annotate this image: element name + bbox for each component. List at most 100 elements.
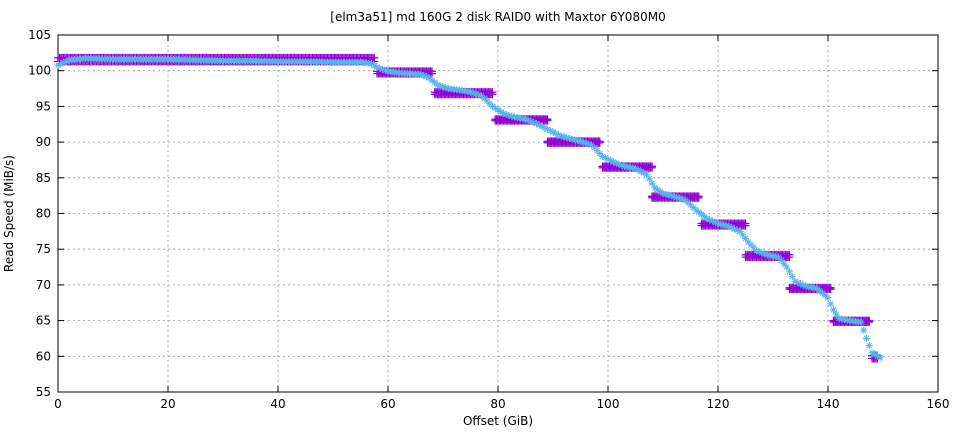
star-marker [513,114,521,122]
star-marker [709,217,716,225]
star-marker [381,66,389,74]
x-tick-label: 160 [927,397,950,411]
star-marker [629,164,637,172]
star-marker [722,222,730,230]
y-axis-label: Read Speed (MiB/s) [2,155,16,272]
plus-marker [428,69,436,78]
star-marker [651,184,659,192]
star-marker [755,248,763,256]
star-marker [874,352,881,360]
star-marker [810,284,818,292]
star-marker [753,247,760,255]
y-tick-label: 85 [36,171,51,185]
star-marker [483,97,491,105]
star-marker [431,79,439,87]
star-marker [475,91,483,99]
star-marker [428,76,436,84]
star-marker [838,315,846,323]
star-marker [560,133,568,141]
plus-marker [694,193,703,202]
star-marker [645,175,653,183]
star-marker [824,294,832,302]
star-marker [769,252,777,260]
star-marker [442,84,450,92]
star-marker [582,139,590,147]
star-marker [508,112,516,120]
x-tick-label: 40 [270,397,285,411]
star-marker [871,350,879,358]
star-marker [480,94,488,102]
star-marker [489,102,496,110]
star-marker [60,58,67,66]
star-marker [805,283,813,291]
star-marker [615,160,623,168]
star-marker [505,111,513,119]
star-marker [742,234,749,242]
star-marker [486,100,494,108]
star-marker [436,82,444,90]
star-marker [494,106,502,114]
plus-marker [543,116,552,125]
y-tick-label: 75 [36,242,51,256]
grid [58,35,938,392]
star-marker [786,268,793,276]
star-marker [500,110,507,118]
series-star-markers [54,55,884,362]
star-marker [607,157,615,165]
star-marker [612,159,620,167]
star-marker [835,314,843,322]
y-tick-label: 105 [28,28,51,42]
star-marker [731,225,738,233]
plus-marker [595,138,604,147]
star-marker [593,147,601,155]
star-marker [761,250,769,258]
star-marker [667,192,675,200]
star-marker [764,251,771,259]
star-marker [736,227,744,235]
star-marker [876,354,884,362]
star-marker [502,110,510,118]
star-marker [535,121,543,129]
star-marker [456,86,463,94]
star-marker [780,260,788,268]
plus-marker [648,163,656,172]
y-tick-label: 100 [28,64,51,78]
y-tick-label: 95 [36,99,51,113]
x-tick-label: 0 [54,397,62,411]
y-tick-label: 90 [36,135,51,149]
star-marker [478,92,485,100]
star-marker [865,342,873,350]
y-tick-label: 55 [36,385,51,399]
star-marker [370,61,378,69]
star-marker [648,179,656,187]
star-marker [634,166,642,174]
chart-title: [elm3a51] md 160G 2 disk RAID0 with Maxt… [330,10,665,24]
star-marker [808,283,815,291]
star-marker [711,218,719,226]
star-marker [830,306,837,314]
star-marker [373,63,381,71]
star-marker [656,188,664,196]
star-marker [643,170,650,178]
star-marker [601,154,609,162]
star-marker [544,125,551,133]
star-marker [439,83,447,91]
star-marker [626,163,634,171]
star-marker [464,88,472,96]
star-marker [368,60,375,68]
star-marker [461,87,469,95]
star-marker [538,122,546,130]
star-marker [665,191,672,199]
star-marker [577,137,584,145]
star-marker [621,162,628,170]
x-tick-label: 20 [160,397,175,411]
star-marker [684,198,692,206]
star-marker [860,326,868,334]
star-marker [541,124,549,132]
star-marker [557,132,565,140]
plus-marker [826,285,835,294]
star-marker [610,158,617,166]
star-marker [555,131,562,139]
star-marker [423,73,430,81]
